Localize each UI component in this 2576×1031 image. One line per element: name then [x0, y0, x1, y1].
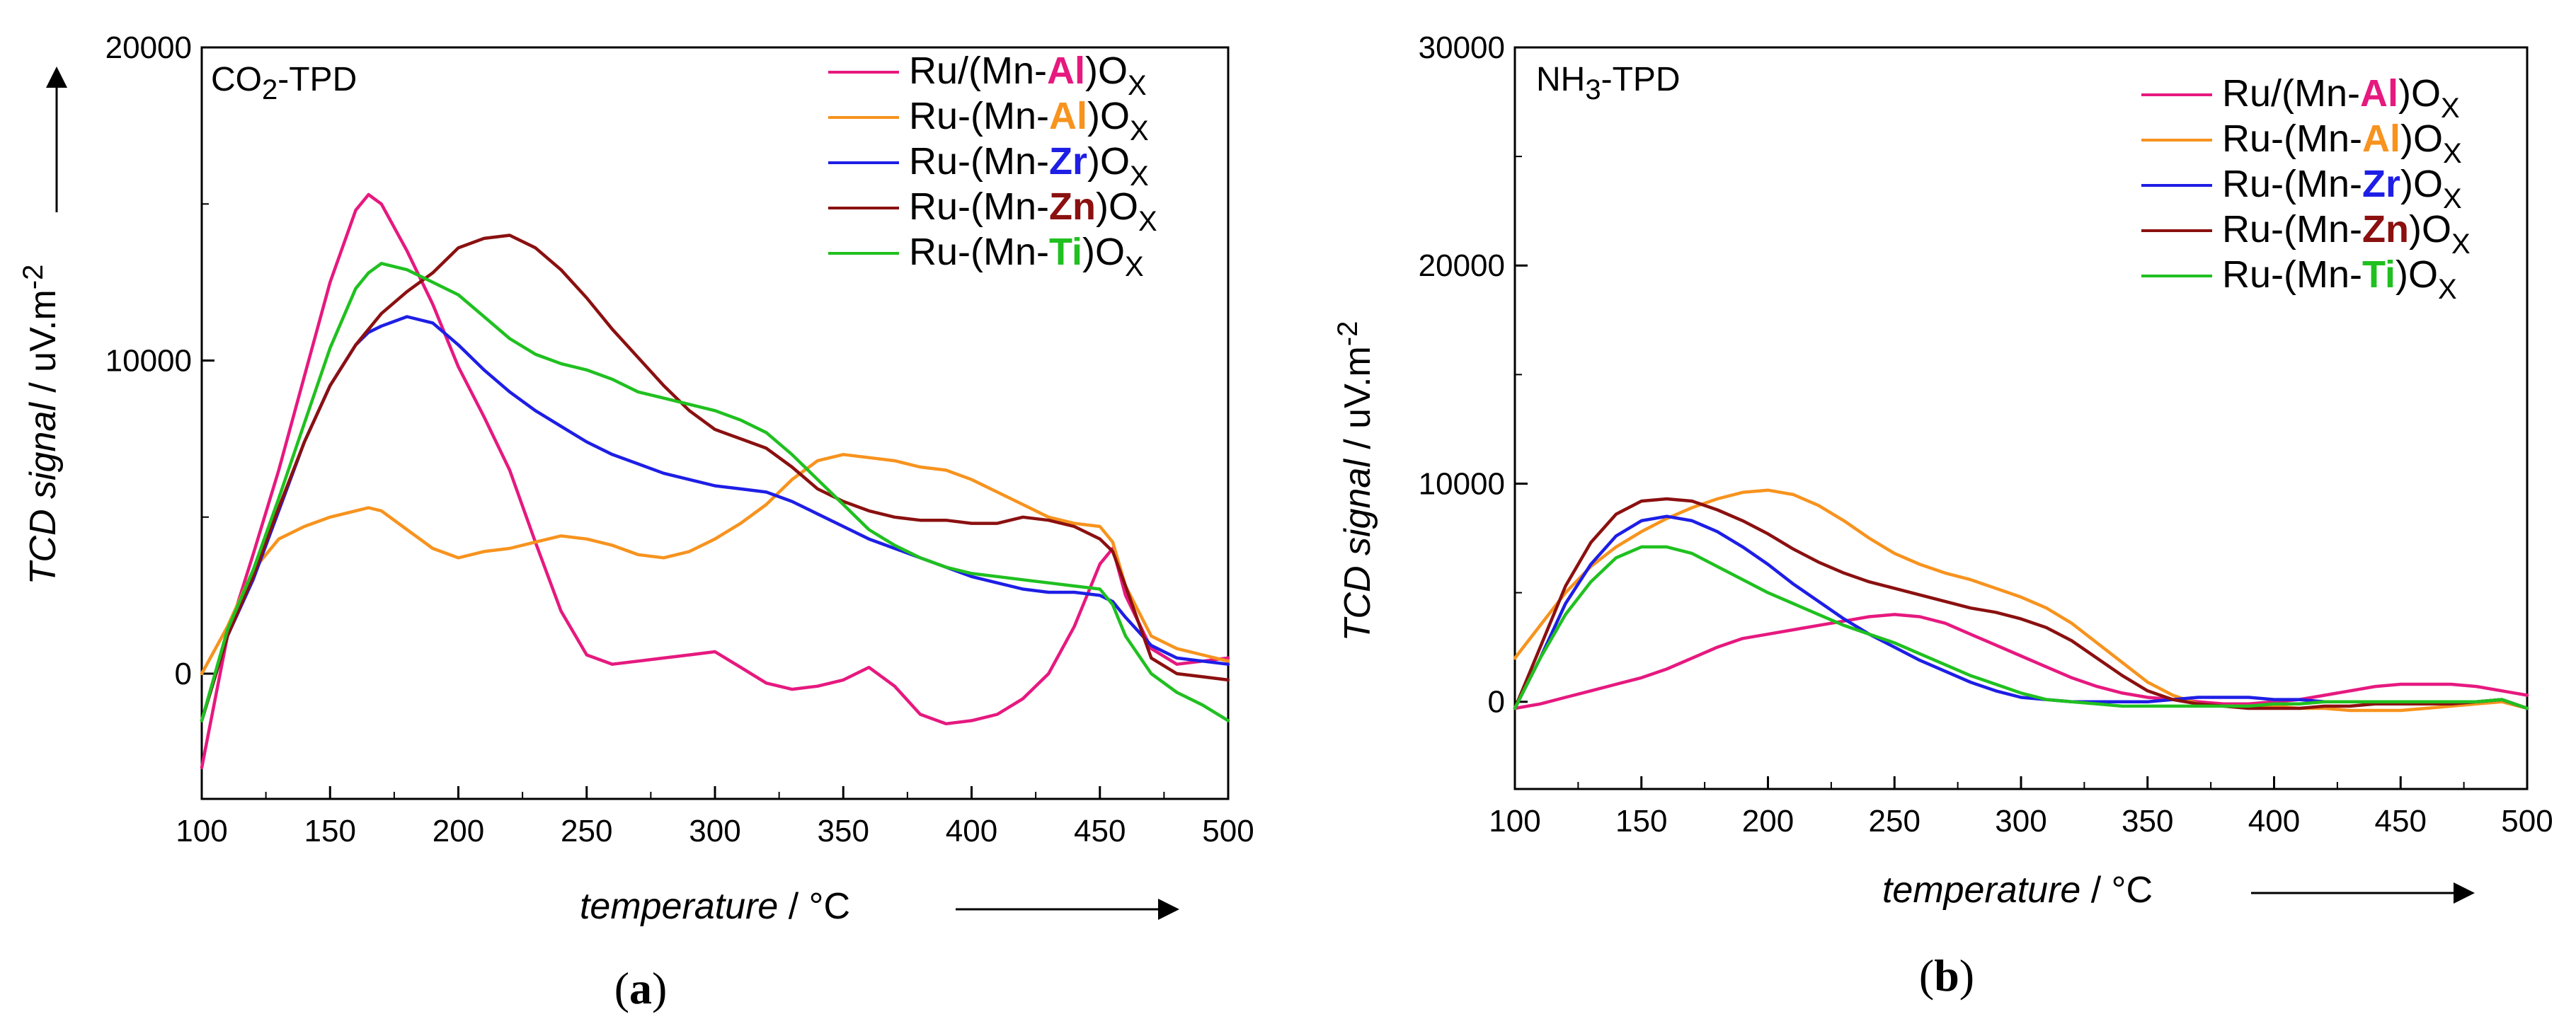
- x-tick-label: 500: [1202, 814, 1254, 848]
- legend-entry: Ru-(Mn-Ti)OX: [909, 231, 1144, 282]
- x-tick-label: 300: [689, 814, 740, 848]
- panel-title: NH3-TPD: [1536, 61, 1681, 105]
- y-tick-label: 10000: [105, 344, 192, 379]
- x-tick-label: 350: [2122, 804, 2173, 839]
- x-tick-label: 500: [2501, 804, 2553, 839]
- series-line-zn: [200, 234, 1230, 722]
- x-tick-label: 250: [561, 814, 612, 848]
- x-tick-label: 250: [1869, 804, 1920, 839]
- y-tick-label: 0: [175, 657, 192, 691]
- series-line-al: [200, 192, 1230, 770]
- x-tick-label: 100: [1489, 804, 1540, 839]
- series-lines: [1513, 488, 2529, 713]
- axis-ticks: 100 150 200 250 300 350 400 450 500 0 10000 20000: [105, 30, 1254, 848]
- y-axis-title: TCD signal / uV.m-2: [18, 265, 64, 585]
- series-line-zr: [200, 315, 1230, 722]
- x-tick-label: 450: [1074, 814, 1126, 848]
- panel-caption: (a): [614, 963, 668, 1013]
- x-tick-label: 150: [1615, 804, 1667, 839]
- y-axis-title: TCD signal / uV.m-2: [1332, 321, 1378, 642]
- panel-a-co2-tpd: 100 150 200 250 300 350 400 450 500 0 10000 20000 C…: [18, 30, 1254, 1013]
- x-axis-title: temperature / °C: [1882, 870, 2153, 911]
- x-tick-label: 400: [2248, 804, 2300, 839]
- x-tick-label: 300: [1995, 804, 2047, 839]
- x-tick-label: 150: [304, 814, 356, 848]
- legend-entry: Ru-(Mn-Zr)OX: [2222, 163, 2462, 214]
- x-axis-title: temperature / °C: [580, 886, 850, 927]
- legend-entry: Ru/(Mn-Al)OX: [909, 50, 1147, 101]
- y-tick-label: 20000: [1419, 248, 1505, 283]
- panel-b-nh3-tpd: 100 150 200 250 300 350 400 450 500 0 10000 20000 30…: [1332, 30, 2553, 1001]
- legend-entry: Ru-(Mn-Ti)OX: [2222, 253, 2457, 305]
- legend: Ru/(Mn-Al)OXRu-(Mn-Al)OXRu-(Mn-Zr)OXRu-(…: [2141, 72, 2471, 305]
- legend-entry: Ru-(Mn-Al)OX: [909, 95, 1149, 146]
- x-tick-label: 100: [176, 814, 227, 848]
- x-tick-label: 200: [1742, 804, 1794, 839]
- series-line-ti: [1513, 545, 2529, 710]
- series-line-al: [200, 453, 1230, 676]
- x-tick-label: 200: [433, 814, 484, 848]
- series-line-al: [1513, 613, 2529, 710]
- y-tick-label: 30000: [1419, 30, 1505, 65]
- series-lines: [200, 192, 1230, 770]
- series-line-ti: [200, 262, 1230, 722]
- legend-entry: Ru-(Mn-Zn)OX: [909, 185, 1157, 237]
- axis-ticks: 100 150 200 250 300 350 400 450 500 0 10000 20000 30…: [1419, 30, 2553, 839]
- x-tick-label: 350: [818, 814, 869, 848]
- panel-caption: (b): [1919, 950, 1974, 1001]
- series-line-al: [1513, 488, 2529, 713]
- y-tick-label: 0: [1488, 685, 1505, 720]
- legend-entry: Ru-(Mn-Zn)OX: [2222, 208, 2471, 260]
- series-line-zn: [1513, 497, 2529, 710]
- y-tick-label: 20000: [105, 30, 192, 65]
- x-tick-label: 450: [2375, 804, 2427, 839]
- y-tick-label: 10000: [1419, 466, 1505, 501]
- legend-entry: Ru-(Mn-Al)OX: [2222, 117, 2462, 169]
- series-line-zr: [1513, 514, 2529, 710]
- legend: Ru/(Mn-Al)OXRu-(Mn-Al)OXRu-(Mn-Zr)OXRu-(…: [828, 50, 1157, 282]
- x-tick-label: 400: [946, 814, 997, 848]
- legend-entry: Ru-(Mn-Zr)OX: [909, 140, 1149, 192]
- panel-title: CO2-TPD: [211, 61, 357, 105]
- legend-entry: Ru/(Mn-Al)OX: [2222, 72, 2460, 124]
